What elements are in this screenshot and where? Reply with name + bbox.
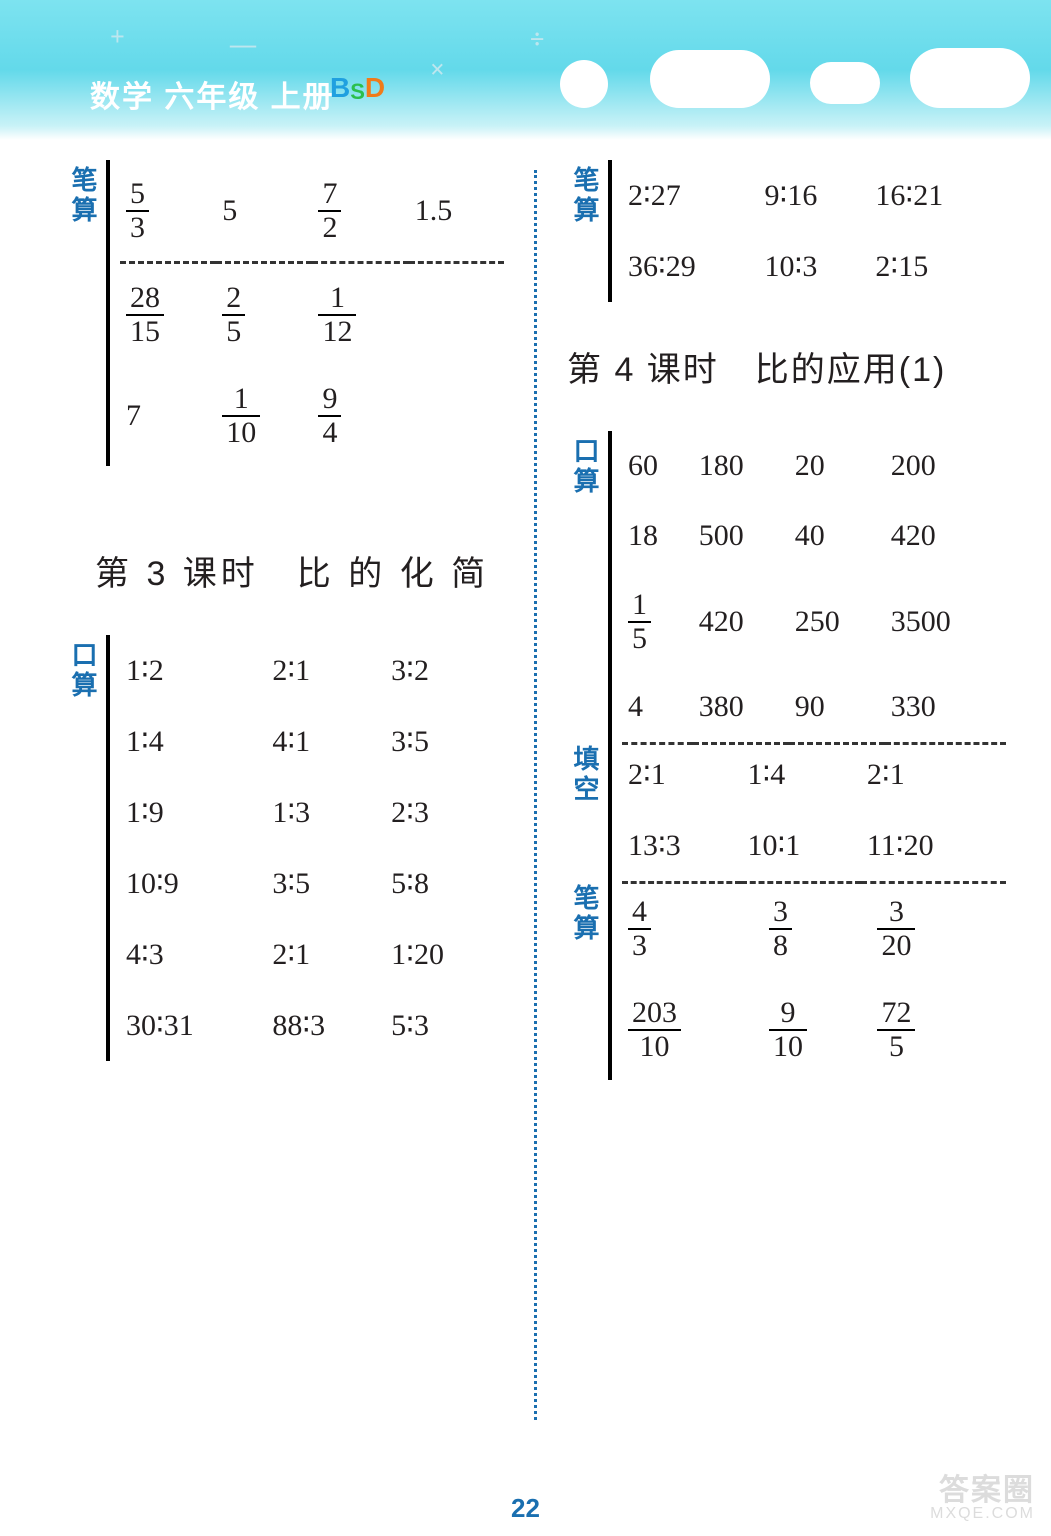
table-cell: 1∶20	[385, 919, 504, 990]
table-cell: 40	[789, 501, 885, 571]
table-cell: 1∶9	[120, 777, 266, 848]
table-cell: 180	[693, 431, 789, 501]
table-cell: 15	[622, 571, 693, 672]
left-kousuan-table: 1∶22∶13∶21∶44∶13∶51∶91∶32∶310∶93∶55∶84∶3…	[120, 635, 504, 1061]
table-cell: 500	[693, 501, 789, 571]
table-cell: 30∶31	[120, 990, 266, 1061]
table-cell: 18	[622, 501, 693, 571]
right-heading: 第 4 课时 比的应用(1)	[567, 342, 1006, 391]
table-cell: 7	[120, 365, 216, 466]
table-cell: 4∶3	[120, 919, 266, 990]
right-bisuan-table: 2∶279∶1616∶21 36∶2910∶32∶15	[622, 160, 1006, 302]
table-cell: 1.5	[409, 160, 504, 263]
right-kousuan-table: 6018020200185004042015420250350043809033…	[622, 431, 1006, 745]
right-kousuan-section: 口算 6018020200185004042015420250350043809…	[567, 431, 1006, 745]
table-cell: 38	[763, 878, 871, 979]
table-cell: 725	[871, 979, 979, 1080]
watermark-line1: 答案圈	[930, 1476, 1035, 1506]
table-cell: 2∶1	[266, 919, 385, 990]
table-cell: 250	[789, 571, 885, 672]
left-column: 笔算 535721.5 281525112 711094 第 3 课时 比 的 化 …	[65, 160, 504, 1420]
page-number: 22	[0, 1493, 1051, 1524]
page-banner: +—×÷ 数学 六年级 上册 BSD	[0, 0, 1051, 140]
table-cell: 5	[216, 160, 312, 263]
section-label-bisuan: 笔算	[65, 160, 106, 466]
right-bisuan-section: 笔算 2∶279∶1616∶21 36∶2910∶32∶15	[567, 160, 1006, 302]
table-cell: 3∶5	[385, 706, 504, 777]
table-cell: 43	[622, 878, 763, 979]
table-cell: 112	[312, 263, 408, 366]
section-label-kousuan: 口算	[567, 431, 608, 745]
table-cell: 1∶4	[741, 739, 860, 810]
table-cell: 1∶2	[120, 635, 266, 706]
column-divider	[534, 170, 537, 1420]
table-cell: 36∶29	[622, 231, 759, 302]
table-cell: 16∶21	[869, 160, 1006, 231]
table-cell: 72	[312, 160, 408, 263]
table-cell: 3∶5	[266, 848, 385, 919]
table-cell	[980, 979, 1006, 1080]
table-cell: 13∶3	[622, 810, 741, 883]
table-cell: 4∶1	[266, 706, 385, 777]
table-cell	[409, 263, 504, 366]
table-cell: 20	[789, 431, 885, 501]
table-cell: 2∶1	[266, 635, 385, 706]
table-cell: 1∶4	[120, 706, 266, 777]
table-cell: 330	[885, 672, 1006, 744]
table-cell: 20310	[622, 979, 763, 1080]
table-cell: 53	[120, 160, 216, 263]
left-bisuan-table: 535721.5 281525112 711094	[120, 160, 504, 466]
right-column: 笔算 2∶279∶1616∶21 36∶2910∶32∶15 第 4 课时 比的应…	[567, 160, 1006, 1420]
table-cell	[980, 878, 1006, 979]
banner-title: 数学 六年级 上册	[90, 72, 335, 116]
section-label-tiankong: 填空	[567, 739, 608, 884]
right-tiankong-table: 2∶11∶42∶113∶310∶111∶20	[622, 739, 1006, 884]
table-cell: 1∶3	[266, 777, 385, 848]
table-cell: 60	[622, 431, 693, 501]
table-cell: 110	[216, 365, 312, 466]
table-cell: 94	[312, 365, 408, 466]
table-cell: 2815	[120, 263, 216, 366]
table-cell: 200	[885, 431, 1006, 501]
table-cell: 5∶8	[385, 848, 504, 919]
watermark: 答案圈 MXQE.COM	[930, 1476, 1035, 1522]
table-cell: 2∶1	[622, 739, 741, 810]
badge-b: B	[330, 72, 350, 103]
table-cell: 3∶2	[385, 635, 504, 706]
table-cell: 88∶3	[266, 990, 385, 1061]
left-bisuan-section: 笔算 535721.5 281525112 711094	[65, 160, 504, 466]
table-cell: 90	[789, 672, 885, 744]
section-label-bisuan: 笔算	[567, 878, 608, 1080]
table-cell: 2∶27	[622, 160, 759, 231]
table-cell: 420	[693, 571, 789, 672]
table-cell: 10∶1	[741, 810, 860, 883]
table-cell: 2∶1	[861, 739, 1006, 810]
table-cell: 9∶16	[759, 160, 870, 231]
watermark-line2: MXQE.COM	[930, 1506, 1035, 1522]
table-cell: 4	[622, 672, 693, 744]
table-cell: 320	[871, 878, 979, 979]
table-cell: 5∶3	[385, 990, 504, 1061]
right-bisuan2-section: 笔算 4338320 20310910725	[567, 878, 1006, 1080]
table-cell: 2∶15	[869, 231, 1006, 302]
right-tiankong-section: 填空 2∶11∶42∶113∶310∶111∶20	[567, 739, 1006, 884]
section-label-kousuan: 口算	[65, 635, 106, 1061]
section-label-bisuan: 笔算	[567, 160, 608, 302]
left-heading: 第 3 课时 比 的 化 简	[95, 546, 504, 595]
table-cell: 11∶20	[861, 810, 1006, 883]
table-cell: 3500	[885, 571, 1006, 672]
right-bisuan2-table: 4338320 20310910725	[622, 878, 1006, 1080]
table-cell: 910	[763, 979, 871, 1080]
table-cell	[409, 365, 504, 466]
table-cell: 2∶3	[385, 777, 504, 848]
table-cell: 25	[216, 263, 312, 366]
table-cell: 420	[885, 501, 1006, 571]
badge-d: D	[365, 72, 385, 103]
table-cell: 10∶3	[759, 231, 870, 302]
left-kousuan-section: 口算 1∶22∶13∶21∶44∶13∶51∶91∶32∶310∶93∶55∶8…	[65, 635, 504, 1061]
banner-badge: BSD	[330, 72, 385, 105]
table-cell: 380	[693, 672, 789, 744]
table-cell: 10∶9	[120, 848, 266, 919]
badge-s: S	[350, 79, 365, 104]
